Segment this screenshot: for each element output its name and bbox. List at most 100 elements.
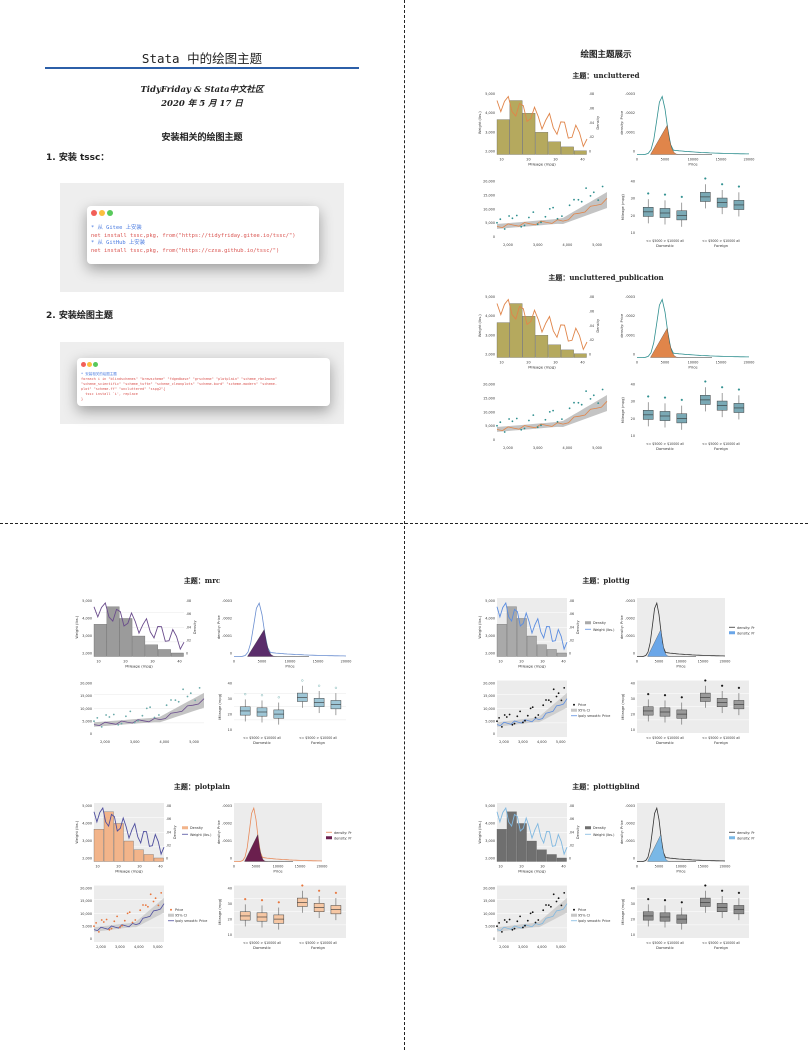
kdensity-fill [650, 327, 712, 358]
scatter-point [580, 403, 583, 406]
tick-label: 5,000 [485, 599, 495, 603]
tick-label: 3,000 [115, 945, 125, 949]
tick-label: 5,000 [82, 924, 92, 928]
legend-label: 95% CI [578, 913, 590, 917]
tick-label: 2,000 [96, 945, 106, 949]
tick-label: 2,000 [485, 652, 495, 656]
scatter-point [95, 922, 97, 924]
scatter-point [601, 388, 604, 391]
scatter-point [560, 904, 563, 907]
scatter-point [496, 424, 498, 427]
code-line: foreach i in "blindschemes" "brewscheme"… [81, 376, 277, 381]
y-axis-label: Density [596, 115, 600, 130]
scatter-point [139, 909, 142, 912]
boxplot-outlier [737, 388, 741, 391]
scatter-point [123, 919, 126, 922]
code-block-2: * 安装相关的绘图主题 foreach i in "blindschemes" "… [81, 372, 277, 401]
tick-label: .0002 [625, 314, 635, 318]
code-line: * 从 Gitee 上安装 [91, 225, 142, 231]
tick-label: 20000 [341, 660, 352, 664]
scatter-point [102, 921, 105, 923]
scatter-point [545, 699, 547, 701]
tick-label: 5,000 [485, 924, 495, 928]
showcase-heading: 绘图主题展示 [580, 50, 632, 60]
category-label: <= $5000 > $10000 all [646, 442, 684, 446]
scatter-point [532, 211, 535, 213]
scatter-point [120, 722, 123, 725]
tick-label: 20 [123, 660, 127, 664]
scatter-point [550, 700, 552, 703]
legend-label: 95% CI [578, 708, 590, 712]
tick-label: .0001 [625, 634, 635, 638]
group-label: Domestic [253, 740, 271, 745]
histogram-bar [556, 857, 567, 862]
boxplot-outlier [663, 899, 667, 902]
tick-label: 3,000 [533, 243, 543, 247]
code-block-1: * 从 Gitee 上安装 net install tssc,pkg, from(… [91, 225, 295, 255]
code-line: net install tssc,pkg, from("https://czxa… [91, 247, 280, 254]
lpoly-line [496, 698, 568, 727]
scatter-point [511, 420, 514, 423]
scatter-point [561, 418, 563, 420]
scatter-point [552, 409, 554, 412]
scatter-point [508, 215, 510, 217]
tick-label: 0 [230, 652, 232, 656]
tick-label: 2,000 [499, 945, 509, 949]
scatter-point [513, 927, 516, 930]
histogram-bar [546, 854, 557, 862]
tick-label: 4,000 [537, 740, 547, 744]
tick-label: .08 [589, 295, 594, 299]
legend-label: density: Price [737, 836, 755, 840]
tick-label: 5,000 [556, 740, 566, 744]
boxplot-outlier [680, 398, 683, 401]
tick-label: 5,000 [485, 92, 495, 96]
scatter-point [577, 401, 580, 404]
histogram-bar [536, 644, 547, 657]
scatter-point [523, 224, 526, 227]
legend-swatch [170, 908, 172, 911]
tick-label: .0003 [222, 804, 232, 808]
scatter-point [552, 688, 555, 691]
tick-label: .0003 [625, 295, 635, 299]
scatter-point [529, 912, 532, 915]
tick-label: .0001 [625, 130, 635, 134]
histogram-bar [103, 811, 114, 862]
kdensity-line [637, 95, 749, 155]
scatter-point [496, 720, 498, 723]
tick-label: 10 [631, 434, 635, 438]
boxplot-outlier [663, 694, 667, 697]
boxplot-outlier [704, 177, 707, 180]
tick-label: 2,000 [485, 150, 495, 154]
tick-label: 5,000 [485, 295, 495, 299]
scatter-point [113, 920, 116, 923]
boxplot-outlier [721, 889, 724, 892]
scatter-point [528, 216, 530, 219]
theme-figure-plottigblind: 5,000 4,000 3,000 2,000 10 20 30 40 Mileage (mpg… [475, 797, 760, 962]
kdensity-fill [247, 629, 309, 657]
scatter-point [550, 905, 552, 908]
tick-label: 10,000 [483, 707, 495, 711]
histogram-bar [522, 113, 536, 155]
scatter-point [526, 919, 529, 922]
title-rule [45, 67, 359, 69]
scatter-point [516, 920, 519, 923]
tick-label: 20 [116, 865, 120, 869]
tick-label: 20,000 [80, 682, 92, 686]
tick-label: 4,000 [563, 243, 573, 247]
scatter-point [499, 421, 502, 424]
scatter-point [145, 707, 148, 710]
tick-label: 15,000 [80, 899, 92, 903]
scatter-point [515, 214, 518, 217]
tick-label: 20 [631, 713, 635, 717]
document-title: Stata 中的绘图主题 [141, 51, 263, 66]
horizontal-page-divider [0, 523, 808, 524]
tick-label: .0002 [222, 617, 232, 621]
boxplot-outlier [244, 898, 247, 901]
code-line: tssc install `i', replace [81, 391, 138, 396]
scatter-point [568, 204, 571, 207]
tick-label: 0 [493, 235, 495, 239]
scatter-point [597, 402, 600, 404]
scatter-point [544, 418, 547, 421]
scatter-point [516, 715, 519, 718]
